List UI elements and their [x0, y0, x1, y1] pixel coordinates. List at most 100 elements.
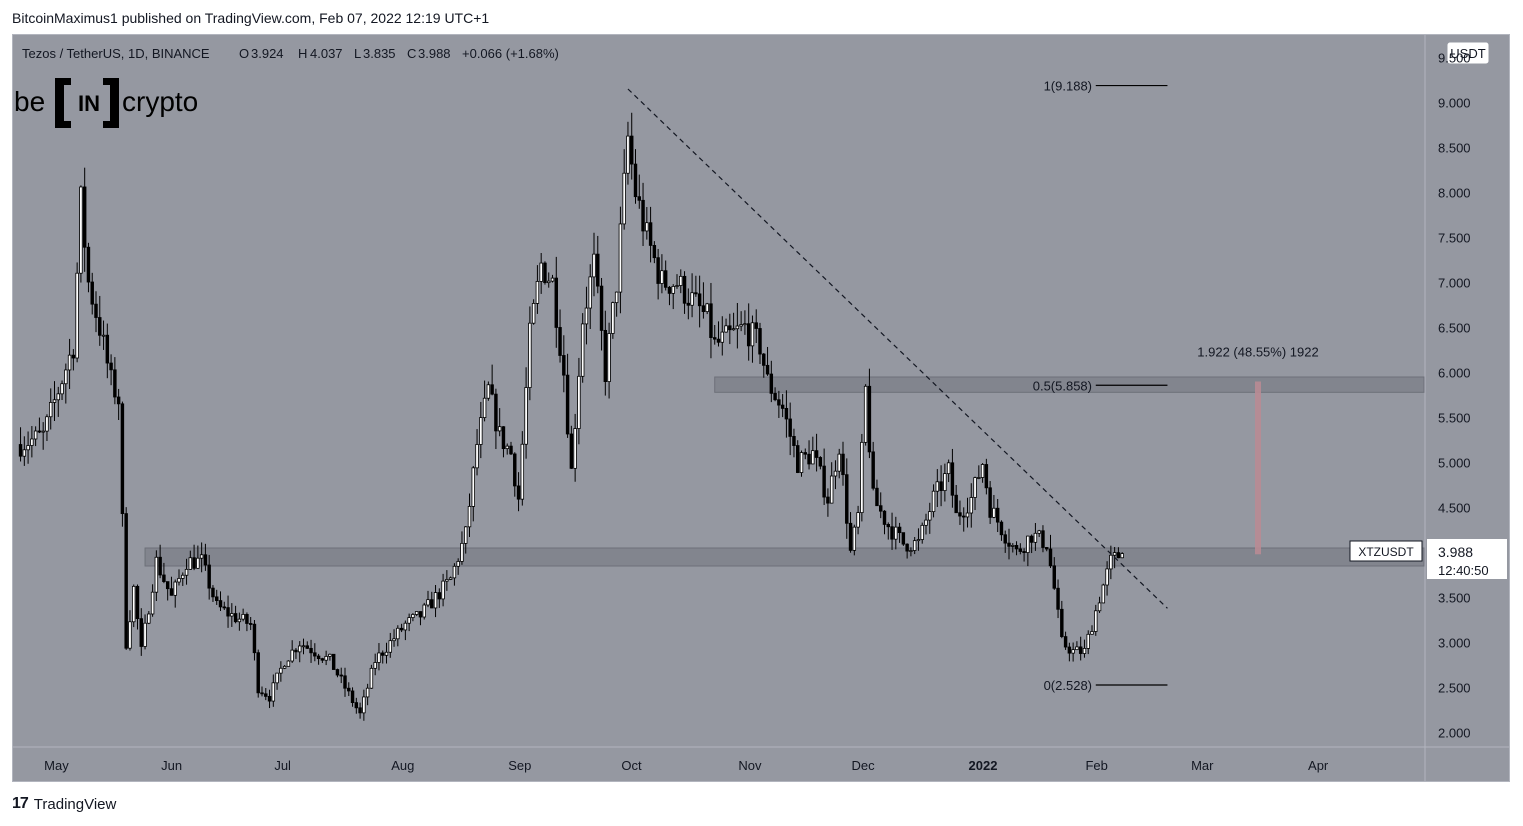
- candle-body: [931, 490, 936, 513]
- candle-body: [294, 649, 298, 653]
- candle-body: [384, 651, 389, 656]
- time-tick-label: Sep: [508, 758, 531, 773]
- candle-body: [1063, 636, 1068, 648]
- candle-body: [207, 564, 211, 589]
- candle-body: [90, 281, 94, 305]
- candle-body: [282, 665, 287, 669]
- time-axis[interactable]: May Jun Jul Aug Sep Oct Nov Dec 2022 Feb Mar Apr: [13, 746, 1509, 773]
- candle-body: [1075, 646, 1079, 651]
- candle-body: [958, 512, 962, 517]
- candle-body: [731, 328, 736, 331]
- candle-body: [543, 262, 547, 284]
- candle-body: [558, 327, 562, 356]
- candle-body: [811, 450, 815, 465]
- currency-badge[interactable]: [1446, 41, 1490, 65]
- candle-body: [67, 354, 72, 371]
- candle-body: [192, 557, 196, 569]
- candle-body: [150, 591, 155, 615]
- candle-body: [354, 702, 359, 709]
- candle-body: [181, 574, 185, 579]
- candle-body: [860, 441, 864, 514]
- candle-body: [562, 355, 566, 376]
- candle-body: [739, 324, 743, 327]
- candle-body: [995, 507, 1000, 523]
- candle-body: [1033, 532, 1038, 543]
- candle-body: [369, 667, 374, 689]
- candle-body: [490, 384, 494, 395]
- price-tick-label: 6.000: [1438, 366, 1471, 381]
- candle-body: [105, 334, 110, 364]
- time-tick-label: Jul: [274, 758, 291, 773]
- candle-body: [814, 450, 819, 458]
- footer-brand: TradingView: [33, 795, 117, 813]
- candle-body: [656, 257, 660, 284]
- candle-body: [735, 325, 740, 330]
- candle-body: [1086, 633, 1090, 649]
- candle-body: [977, 477, 981, 479]
- candle-body: [264, 693, 268, 697]
- candle-body: [433, 592, 438, 609]
- candle-body: [467, 506, 472, 528]
- footer: 17 TradingView: [12, 795, 116, 813]
- candle-body: [211, 587, 215, 598]
- candle-body: [596, 253, 600, 287]
- fib-level-label: 0.5(5.858): [1033, 378, 1092, 393]
- price-tick-label: 2.500: [1438, 681, 1471, 696]
- candle-body: [475, 444, 479, 469]
- candle-body: [86, 246, 91, 283]
- candle-body: [403, 622, 408, 631]
- price-tick-label: 3.000: [1438, 636, 1471, 651]
- candle-body: [203, 554, 208, 566]
- candle-body: [101, 334, 106, 337]
- candle-body: [992, 507, 996, 518]
- candle-body: [799, 452, 804, 473]
- candle-body: [682, 275, 687, 304]
- candle-body: [173, 581, 177, 596]
- candle-body: [60, 383, 64, 395]
- candle-body: [1037, 530, 1041, 534]
- candle-body: [879, 505, 883, 512]
- price-tick-label: 6.500: [1438, 321, 1471, 336]
- candle-body: [928, 511, 932, 521]
- candle-body: [1090, 631, 1094, 635]
- beincrypto-watermark: be IN crypto: [14, 78, 198, 128]
- candle-body: [162, 574, 166, 582]
- price-tick-label: 4.500: [1438, 501, 1471, 516]
- candle-body: [64, 369, 68, 385]
- candle-body: [286, 660, 291, 667]
- candle-body: [298, 645, 302, 653]
- candle-body: [252, 623, 257, 654]
- price-tick-label: 9.500: [1438, 51, 1471, 66]
- candle-body: [396, 627, 400, 640]
- candle-body: [501, 426, 506, 450]
- candle-body: [894, 526, 898, 540]
- price-zone-1: [714, 376, 1425, 393]
- candle-body: [943, 473, 947, 491]
- candle-body: [505, 445, 509, 450]
- last-price-symbol: XTZUSDT: [1358, 545, 1414, 559]
- candle-body: [49, 402, 53, 418]
- candle-body: [139, 618, 143, 647]
- candle-body: [41, 430, 45, 433]
- legend-low-label: L: [354, 46, 361, 61]
- candle-body: [939, 481, 943, 491]
- candle-body: [79, 186, 83, 274]
- fib-level-label: 1(9.188): [1044, 79, 1092, 94]
- candle-body: [456, 561, 460, 567]
- candle-body: [954, 494, 958, 514]
- price-axis[interactable]: USDT 9.500 9.000 8.500 8.000 7.500 7.000 6.500…: [1349, 35, 1507, 781]
- candle-body: [422, 604, 426, 618]
- candle-body: [407, 617, 411, 624]
- candle-body: [18, 444, 23, 457]
- candle-body: [965, 512, 970, 518]
- candlestick-series: [18, 112, 1124, 721]
- candle-body: [792, 435, 796, 446]
- candle-body: [788, 418, 792, 437]
- candle-body: [1116, 552, 1121, 559]
- candle-body: [1026, 535, 1030, 553]
- candle-body: [1082, 648, 1087, 654]
- legend-open-label: O: [239, 46, 249, 61]
- candle-body: [494, 393, 498, 432]
- candle-body: [158, 556, 162, 576]
